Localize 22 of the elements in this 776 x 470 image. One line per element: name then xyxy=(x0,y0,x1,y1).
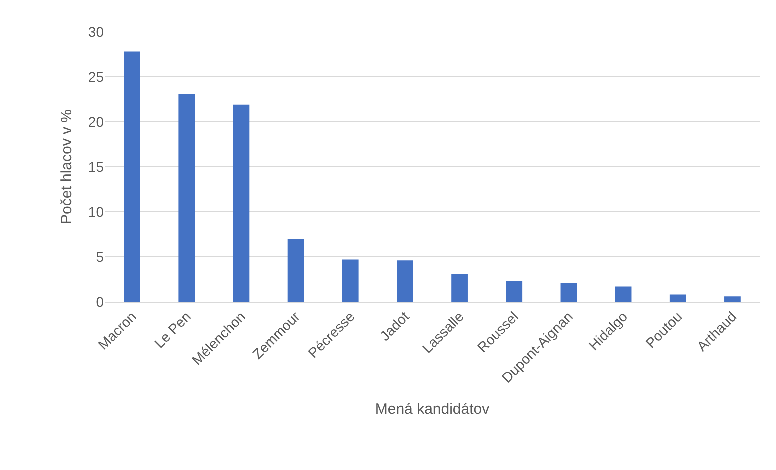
x-axis-title: Mená kandidátov xyxy=(375,400,490,418)
bar xyxy=(124,52,140,302)
x-tick-label: Le Pen xyxy=(151,308,194,352)
bar xyxy=(560,283,578,302)
bar xyxy=(233,104,250,302)
bar xyxy=(452,274,468,302)
bar xyxy=(288,239,304,302)
bar xyxy=(506,281,523,302)
bar xyxy=(615,286,632,302)
bar xyxy=(178,94,196,302)
bar xyxy=(342,260,359,302)
y-tick-label: 25 xyxy=(88,68,104,85)
y-axis-title: Počet hlacov v % xyxy=(58,109,76,225)
bar xyxy=(397,260,414,302)
y-tick-label: 20 xyxy=(88,114,104,130)
y-tick-label: 5 xyxy=(96,248,104,265)
y-tick-label: 10 xyxy=(88,204,104,220)
bar xyxy=(724,296,741,302)
y-tick-label: 15 xyxy=(88,158,104,175)
y-tick-label: 30 xyxy=(88,24,104,40)
bar xyxy=(670,294,686,302)
y-tick-label: 0 xyxy=(96,294,104,310)
